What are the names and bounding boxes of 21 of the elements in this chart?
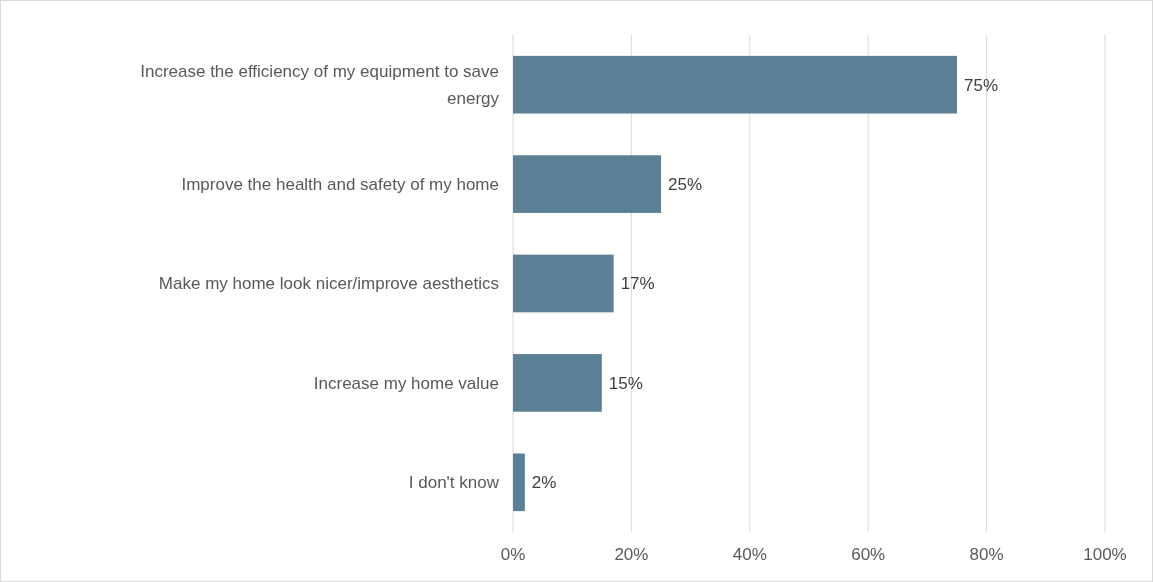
y-tick-label: Increase my home value — [313, 373, 499, 393]
x-tick-label: 0% — [500, 545, 526, 564]
y-tick-label: Increase the efficiency of my equipment to save energy — [140, 62, 500, 108]
bar — [513, 254, 614, 313]
data-label: 25% — [668, 175, 703, 195]
data-label: 15% — [608, 373, 643, 393]
bar — [513, 453, 525, 512]
x-tick-label: 20% — [614, 545, 649, 564]
bar — [513, 354, 602, 412]
x-tick-label: 60% — [851, 545, 886, 564]
data-label: 17% — [620, 274, 655, 294]
y-tick-label: Make my home look nicer/improve aesthetics — [158, 274, 499, 294]
x-tick-label: 80% — [969, 545, 1004, 564]
x-tick-label: 100% — [1083, 545, 1127, 564]
y-tick-label: Improve the health and safety of my home — [181, 175, 499, 195]
data-label: 75% — [964, 75, 999, 95]
data-label: 2% — [531, 473, 557, 493]
y-tick-label: I don't know — [408, 473, 500, 493]
bar — [513, 55, 957, 114]
x-tick-label: 40% — [732, 545, 767, 564]
bar — [513, 155, 661, 213]
